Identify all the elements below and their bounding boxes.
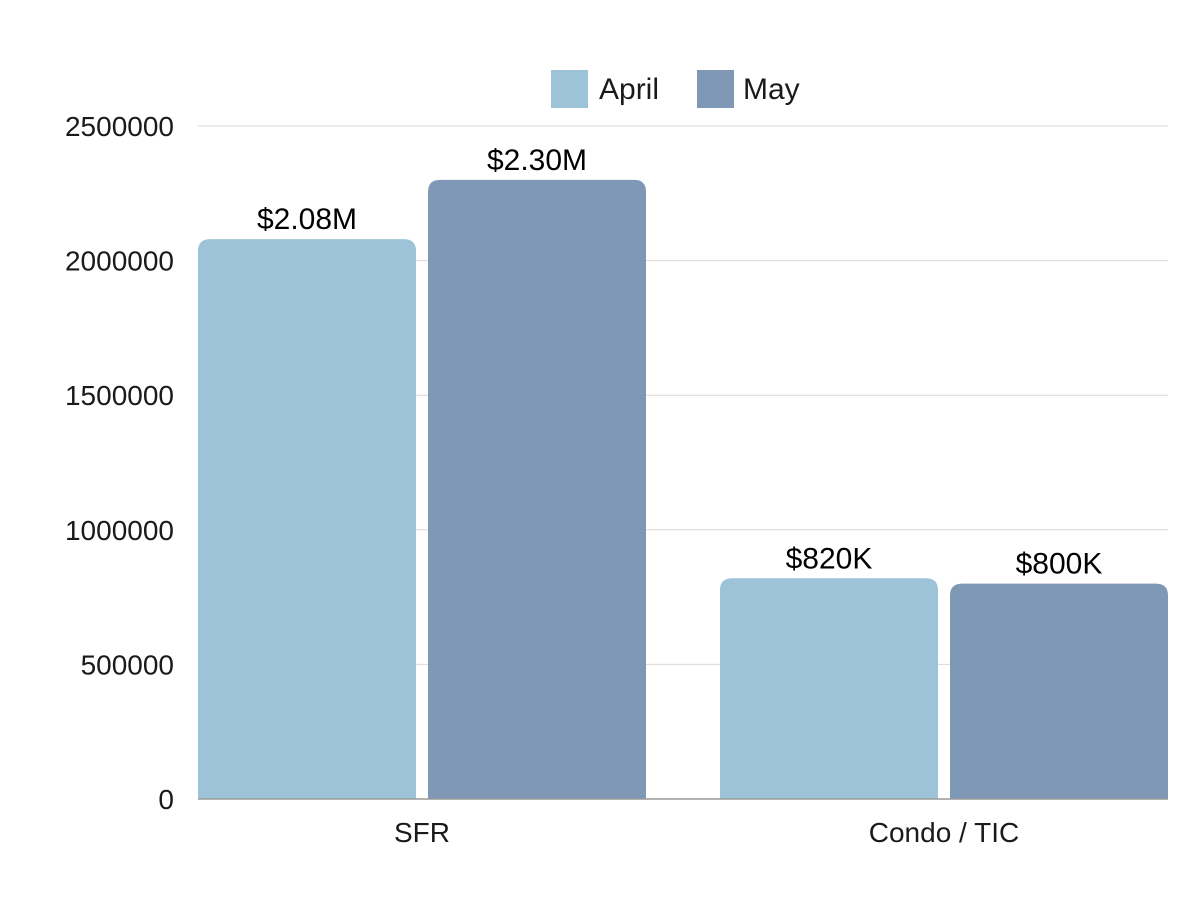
legend-label-april[interactable]: April [599, 73, 659, 106]
data-label: $820K [786, 542, 873, 575]
data-label: $800K [1016, 548, 1103, 581]
y-tick-label: 500000 [81, 649, 174, 680]
bar-april-1 [720, 578, 938, 799]
y-tick-label: 0 [158, 784, 174, 815]
y-tick-label: 2000000 [65, 246, 174, 277]
bar-may-0 [428, 179, 646, 800]
legend-swatch-may[interactable] [697, 70, 734, 108]
bars [198, 179, 1168, 800]
x-tick-label: SFR [394, 817, 450, 848]
y-axis-ticks: 0 500000 1000000 1500000 2000000 2500000 [65, 111, 174, 815]
legend[interactable]: April May [551, 70, 800, 108]
x-axis: SFR Condo / TIC [198, 798, 1168, 848]
bar-may-1 [950, 583, 1168, 799]
x-tick-label: Condo / TIC [869, 817, 1019, 848]
bar-april-0 [198, 239, 416, 800]
legend-swatch-april[interactable] [551, 70, 588, 108]
y-tick-label: 1000000 [65, 515, 174, 546]
data-labels: $2.08M $2.30M $820K $800K [257, 144, 1102, 581]
data-label: $2.08M [257, 203, 357, 236]
legend-label-may[interactable]: May [743, 73, 800, 106]
data-label: $2.30M [487, 144, 587, 177]
y-tick-label: 1500000 [65, 380, 174, 411]
y-tick-label: 2500000 [65, 111, 174, 142]
